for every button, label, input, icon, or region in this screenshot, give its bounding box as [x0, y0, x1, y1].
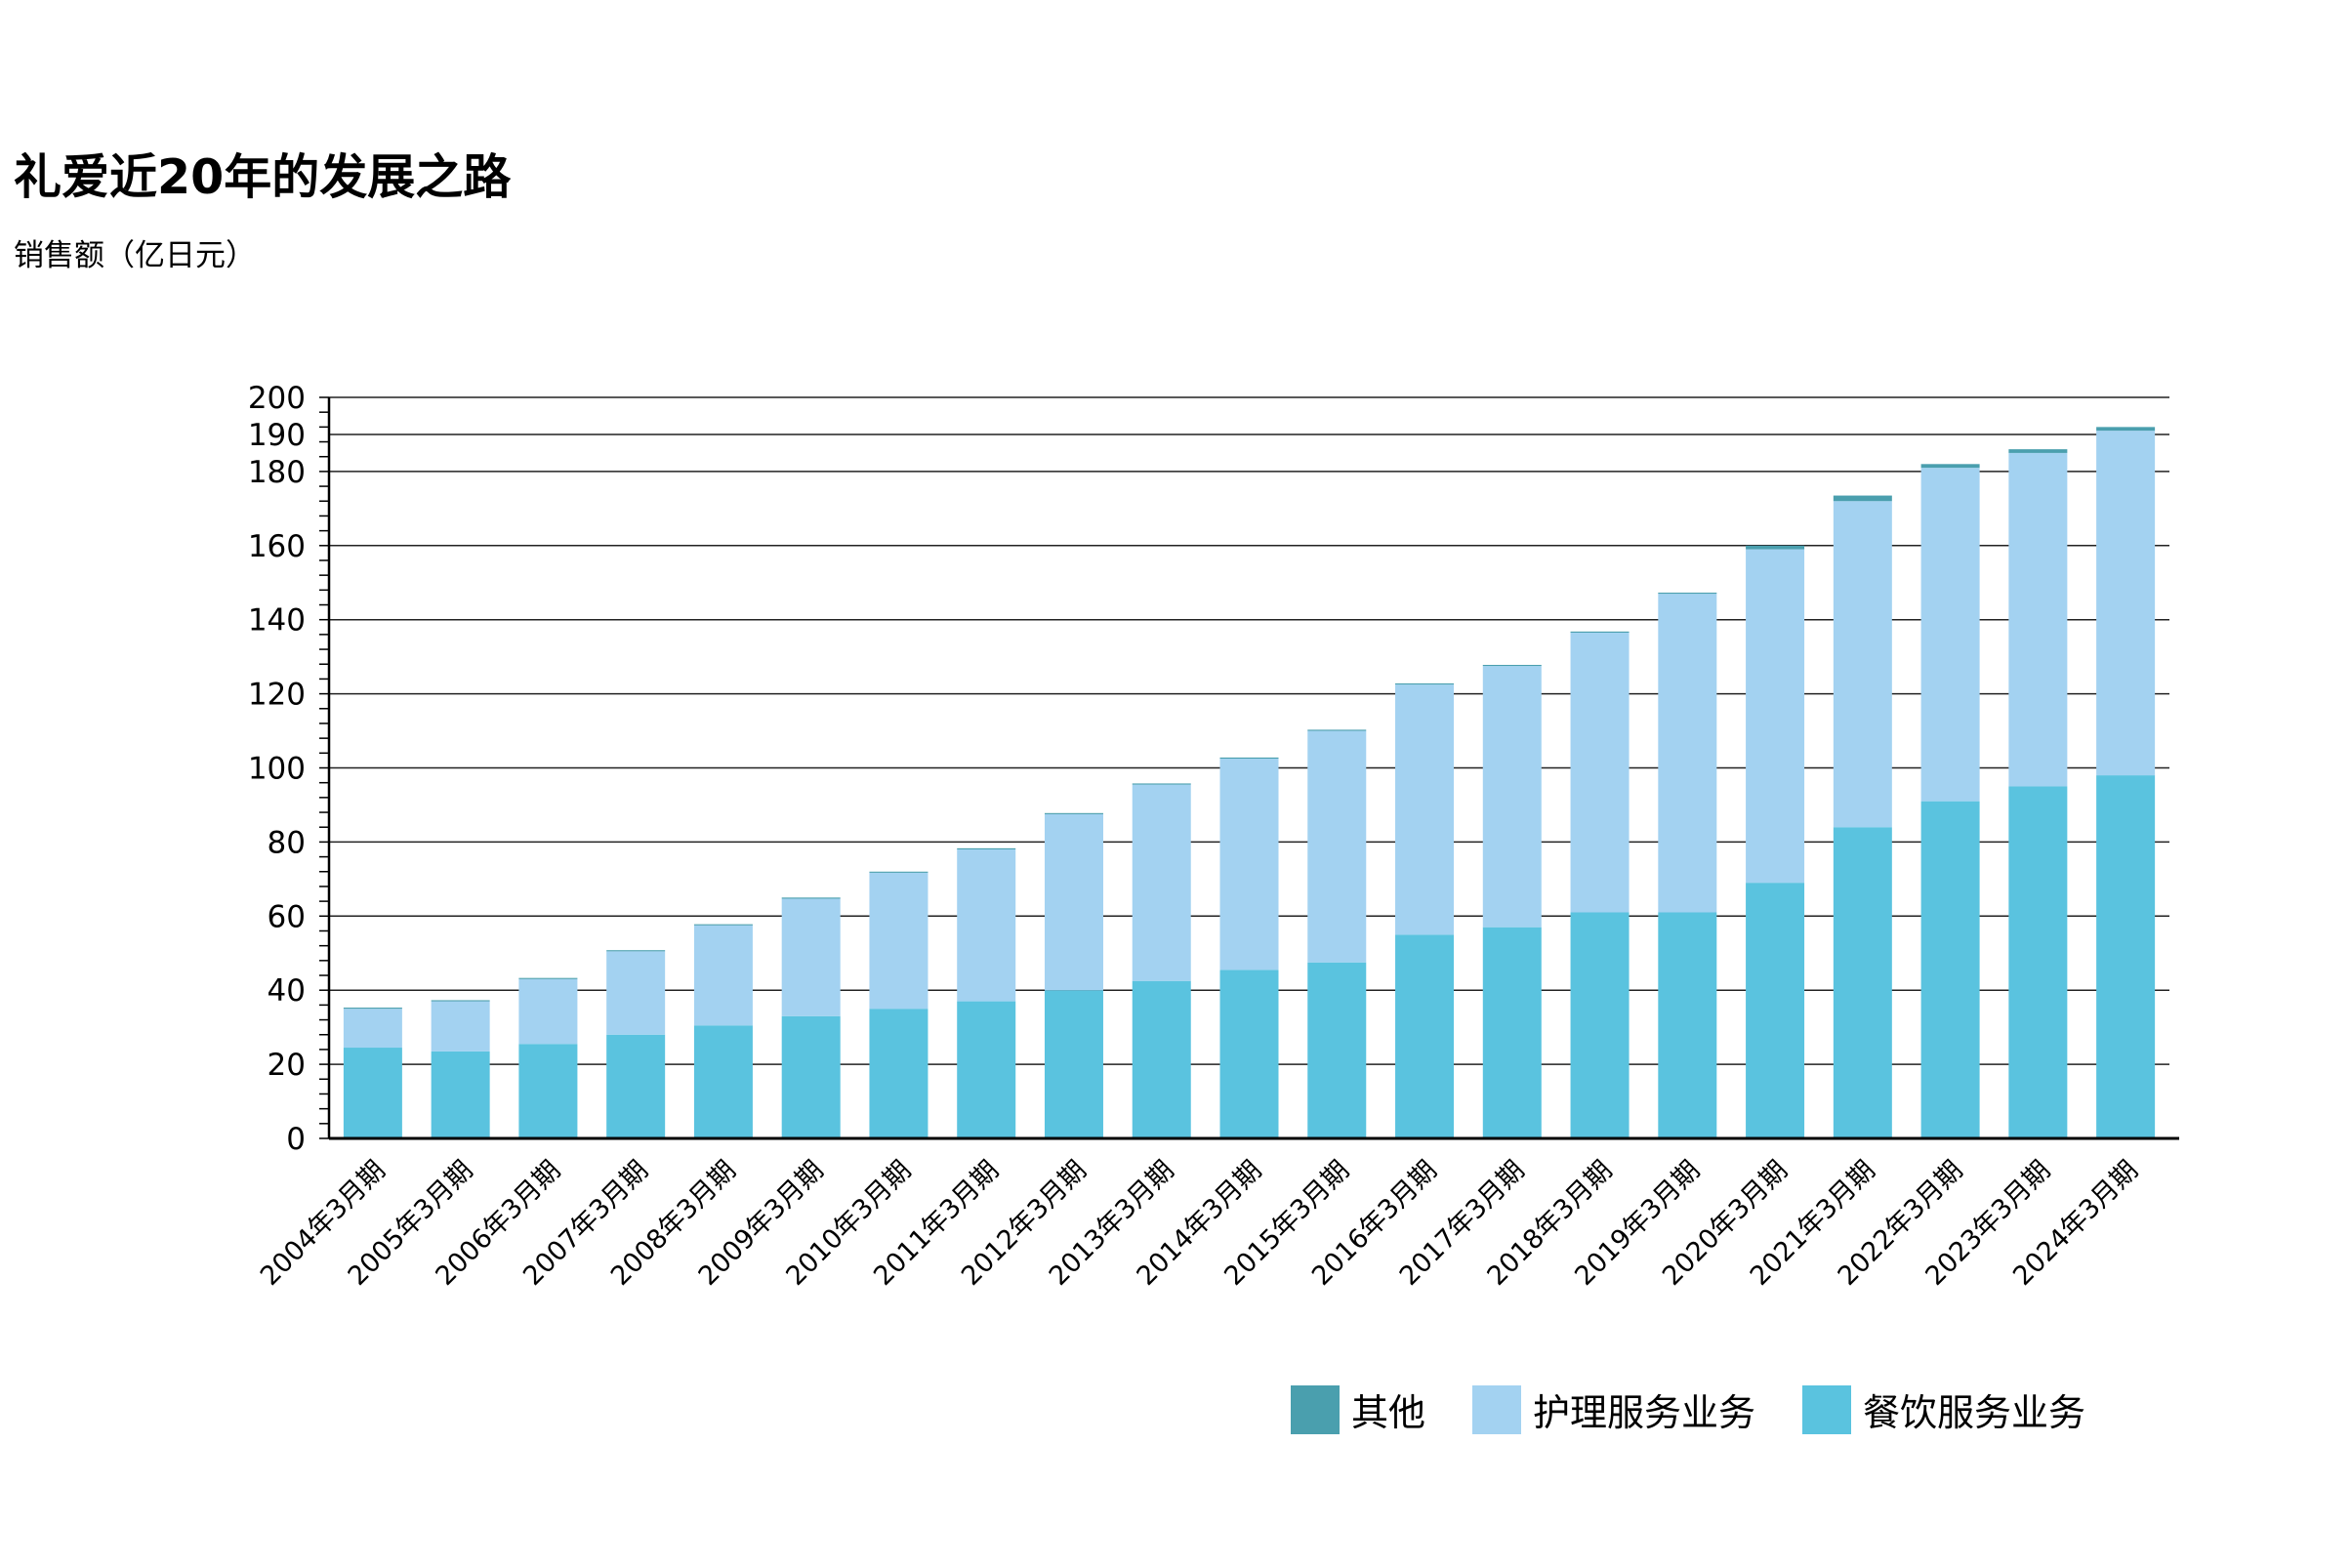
bar-segment-food — [2096, 775, 2156, 1138]
legend-swatch-other — [1291, 1384, 1340, 1434]
bar-segment-food — [1482, 927, 1542, 1138]
bar-segment-care — [693, 925, 753, 1026]
bar-segment-care — [2008, 452, 2068, 787]
bar-segment-food — [1570, 912, 1630, 1138]
y-tick-label: 190 — [248, 418, 306, 453]
legend-swatch-food — [1802, 1384, 1852, 1434]
bar-segment-food — [1307, 962, 1367, 1138]
bar-segment-other — [1044, 812, 1103, 814]
bar-segment-care — [957, 848, 1016, 1002]
y-tick-label: 40 — [268, 973, 306, 1009]
bar-segment-care — [1044, 813, 1103, 991]
legend: 其他 护理服务业务 餐饮服务业务 — [1291, 1382, 2132, 1436]
y-tick-label: 0 — [286, 1122, 306, 1157]
bar-segment-care — [431, 1001, 490, 1052]
x-tick-labels: 2004年3月期2005年3月期2006年3月期2007年3月期2008年3月期… — [255, 1155, 2144, 1292]
y-axis-unit-label: 销售额（亿日元） — [14, 238, 256, 273]
bar-segment-other — [606, 950, 666, 952]
legend-label-food: 餐饮服务业务 — [1863, 1391, 2086, 1434]
y-tick-label: 120 — [248, 678, 306, 713]
bar-segment-other — [1570, 631, 1630, 633]
bar-segment-other — [1658, 592, 1717, 595]
bar-segment-care — [1920, 468, 1980, 802]
chart-title: 礼爱近20年的发展之路 — [14, 149, 512, 205]
bar-segment-food — [693, 1025, 753, 1138]
y-tick-label: 200 — [248, 381, 306, 416]
bar-segment-care — [1482, 666, 1542, 928]
y-tick-label: 140 — [248, 603, 306, 639]
bar-segment-other — [343, 1008, 402, 1010]
bar-segment-food — [431, 1051, 490, 1138]
bar-segment-food — [1044, 990, 1103, 1138]
legend-label-other: 其他 — [1351, 1391, 1426, 1434]
bar-segment-other — [693, 924, 753, 926]
legend-item-care: 护理服务业务 — [1472, 1382, 1755, 1436]
bar-segment-other — [957, 847, 1016, 849]
legend-item-food: 餐饮服务业务 — [1802, 1382, 2085, 1436]
bar-segment-other — [1482, 664, 1542, 667]
bar-segment-care — [1833, 501, 1892, 828]
bar-segment-other — [1132, 783, 1191, 785]
bar-segment-care — [1132, 784, 1191, 981]
bar-segment-other — [1920, 464, 1980, 469]
bar-segment-other — [2096, 427, 2156, 432]
y-tick-label: 180 — [248, 455, 306, 490]
bar-segment-care — [343, 1009, 402, 1049]
bar-segment-other — [2008, 449, 2068, 453]
y-tick-label: 160 — [248, 529, 306, 564]
bar-segment-care — [606, 951, 666, 1035]
bar-segment-food — [1920, 801, 1980, 1138]
axes — [319, 396, 2179, 1140]
bar-segment-care — [1746, 549, 1805, 884]
bar-segment-other — [518, 977, 578, 979]
bar-segment-food — [343, 1048, 402, 1138]
bars — [343, 427, 2156, 1138]
bar-segment-food — [1746, 883, 1805, 1138]
bar-segment-food — [957, 1001, 1016, 1138]
bar-segment-care — [1307, 730, 1367, 963]
bar-segment-other — [431, 1000, 490, 1002]
bar-segment-other — [1833, 495, 1892, 502]
bar-segment-care — [1395, 684, 1455, 935]
bar-segment-care — [1219, 759, 1279, 970]
bar-segment-food — [518, 1044, 578, 1138]
legend-label-care: 护理服务业务 — [1533, 1391, 1756, 1434]
bar-segment-care — [518, 978, 578, 1045]
y-tick-label: 20 — [268, 1048, 306, 1083]
bar-segment-other — [1307, 729, 1367, 731]
bar-segment-food — [869, 1009, 928, 1138]
bar-segment-care — [869, 872, 928, 1010]
bar-segment-food — [1132, 980, 1191, 1138]
bar-segment-other — [1746, 545, 1805, 550]
bar-segment-food — [606, 1034, 666, 1138]
bar-segment-care — [1658, 594, 1717, 913]
y-tick-label: 80 — [268, 825, 306, 860]
bar-segment-care — [2096, 431, 2156, 776]
bar-segment-care — [1570, 632, 1630, 913]
bar-segment-care — [781, 898, 841, 1016]
bar-segment-food — [1658, 912, 1717, 1138]
bar-segment-food — [1219, 970, 1279, 1138]
bar-segment-other — [781, 897, 841, 899]
bar-segment-food — [1395, 934, 1455, 1138]
y-tick-label: 60 — [268, 899, 306, 934]
bar-segment-food — [2008, 786, 2068, 1138]
bar-segment-food — [781, 1015, 841, 1138]
legend-item-other: 其他 — [1291, 1382, 1425, 1436]
bar-segment-food — [1833, 827, 1892, 1138]
bar-segment-other — [1219, 757, 1279, 760]
bar-segment-other — [869, 871, 928, 873]
bar-segment-other — [1395, 682, 1455, 685]
y-tick-label: 100 — [248, 752, 306, 787]
legend-swatch-care — [1472, 1384, 1522, 1434]
